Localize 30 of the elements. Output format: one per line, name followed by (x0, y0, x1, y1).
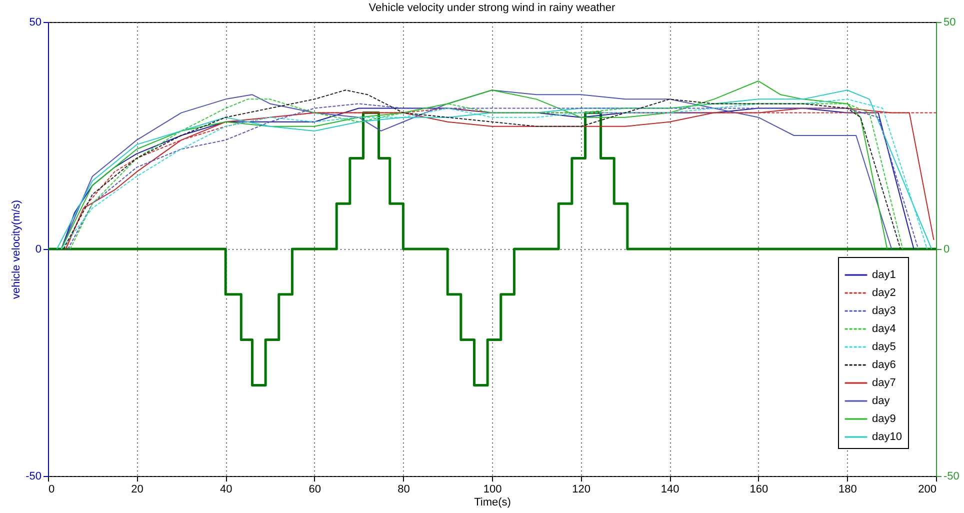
legend-label: day2 (872, 287, 896, 299)
x-tick-label: 0 (48, 484, 55, 496)
x-tick-label: 180 (838, 484, 857, 496)
x-tick-label: 200 (918, 484, 936, 496)
x-tick-label: 40 (220, 484, 232, 496)
x-tick-label: 160 (750, 484, 768, 496)
legend-label: day9 (872, 413, 896, 425)
x-tick-label: 80 (398, 484, 410, 496)
y2-tick-label: -50 (944, 470, 960, 482)
x-tick-label: 120 (572, 484, 590, 496)
legend-label: day7 (872, 377, 896, 389)
x-axis-title: Time(s) (474, 496, 511, 508)
y2-tick-label: 50 (944, 16, 956, 28)
legend-label: day6 (872, 359, 896, 371)
chart-title: Vehicle velocity under strong wind in rainy weather (368, 2, 616, 14)
legend-label: day5 (872, 341, 896, 353)
x-tick-label: 20 (131, 484, 144, 496)
x-tick-label: 140 (660, 484, 680, 496)
legend-label: day3 (872, 305, 896, 317)
y-tick-label: -50 (26, 470, 42, 482)
x-tick-label: 60 (308, 484, 322, 496)
legend-label: day4 (872, 323, 896, 335)
y-tick-label: 50 (29, 16, 42, 28)
legend-label: day10 (872, 431, 902, 443)
legend-label: day1 (872, 269, 896, 281)
y2-tick-label: 0 (944, 244, 950, 256)
y-axis-title: vehicle velocity(m/s) (10, 200, 23, 300)
legend-label: day (872, 395, 890, 407)
x-tick-label: 100 (483, 484, 502, 496)
y-tick-label: 0 (35, 244, 42, 256)
